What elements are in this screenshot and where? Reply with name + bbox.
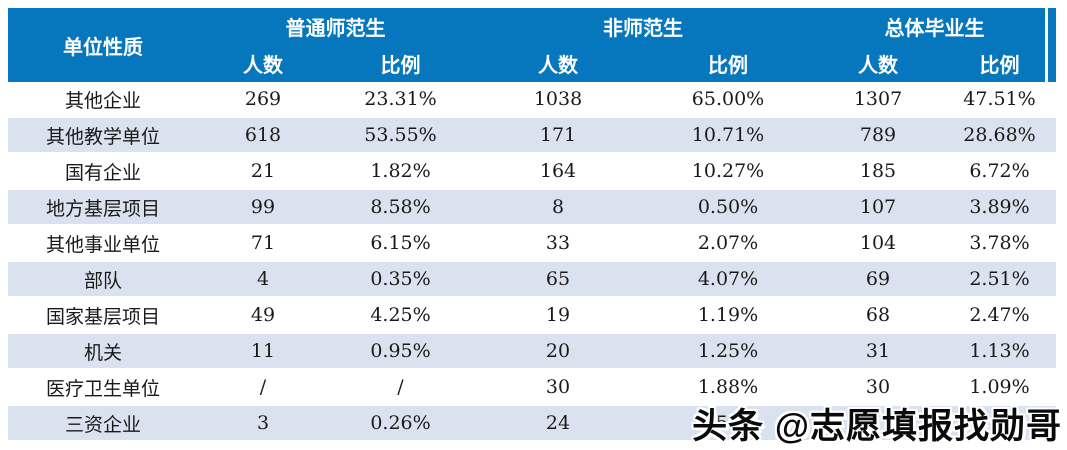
cell-value: 6.15% (328, 226, 473, 262)
cell-value: 1.50% (643, 406, 813, 442)
cell-value: 1307 (813, 82, 943, 118)
cell-value: 4 (198, 262, 328, 298)
cell-value: 28.68% (943, 118, 1056, 154)
cell-value: 2.07% (643, 226, 813, 262)
table-row: 三资企业 3 0.26% 24 1.50% (8, 406, 1056, 442)
row-label: 国家基层项目 (8, 298, 198, 334)
cell-value: 269 (198, 82, 328, 118)
cell-value: 1.13% (943, 334, 1056, 370)
group-header-row: 单位性质 普通师范生 非师范生 总体毕业生 (8, 8, 1056, 82)
table-row: 国有企业 21 1.82% 164 10.27% 185 6.72% (8, 154, 1056, 190)
cell-value: 185 (813, 154, 943, 190)
cell-value: 21 (198, 154, 328, 190)
cell-value: 10.71% (643, 118, 813, 154)
cell-value: 4.07% (643, 262, 813, 298)
cell-value: 11 (198, 334, 328, 370)
row-label: 机关 (8, 334, 198, 370)
cell-value: 3.78% (943, 226, 1056, 262)
cell-value: 104 (813, 226, 943, 262)
table-row: 地方基层项目 99 8.58% 8 0.50% 107 3.89% (8, 190, 1056, 226)
group-header-total-graduates: 总体毕业生 (813, 8, 1056, 45)
cell-value: 99 (198, 190, 328, 226)
cell-value: 2.47% (943, 298, 1056, 334)
cell-value: 6.72% (943, 154, 1056, 190)
cell-value: 8.58% (328, 190, 473, 226)
cell-value: / (328, 370, 473, 406)
table-row: 国家基层项目 49 4.25% 19 1.19% 68 2.47% (8, 298, 1056, 334)
cell-value: 33 (473, 226, 643, 262)
cell-value: 65.00% (643, 82, 813, 118)
cell-value (943, 406, 1056, 442)
row-label: 地方基层项目 (8, 190, 198, 226)
cell-value: 53.55% (328, 118, 473, 154)
cell-value: 30 (473, 370, 643, 406)
cell-value: 1.19% (643, 298, 813, 334)
row-label: 部队 (8, 262, 198, 298)
cell-value: 24 (473, 406, 643, 442)
cell-value: 23.31% (328, 82, 473, 118)
cell-value: 10.27% (643, 154, 813, 190)
cell-value: 171 (473, 118, 643, 154)
subheader-count-non-normal: 人数 (473, 45, 643, 82)
table-row: 其他企业 269 23.31% 1038 65.00% 1307 47.51% (8, 82, 1056, 118)
row-label: 其他教学单位 (8, 118, 198, 154)
cell-value (813, 406, 943, 442)
table-row: 其他事业单位 71 6.15% 33 2.07% 104 3.78% (8, 226, 1056, 262)
cell-value: 47.51% (943, 82, 1056, 118)
cell-value: 164 (473, 154, 643, 190)
employment-unit-table: 单位性质 普通师范生 非师范生 总体毕业生 人数 比例 人数 比例 人数 比例 … (8, 8, 1056, 442)
cell-value: 3 (198, 406, 328, 442)
table-row: 其他教学单位 618 53.55% 171 10.71% 789 28.68% (8, 118, 1056, 154)
subheader-ratio-non-normal: 比例 (643, 45, 813, 82)
row-label: 其他企业 (8, 82, 198, 118)
watermark: 头条 @志愿填报找勋哥 (692, 407, 1062, 446)
cell-value: 789 (813, 118, 943, 154)
row-label: 国有企业 (8, 154, 198, 190)
table-row: 机关 11 0.95% 20 1.25% 31 1.13% (8, 334, 1056, 370)
cell-value: 65 (473, 262, 643, 298)
cell-value: 3.89% (943, 190, 1056, 226)
cell-value: 31 (813, 334, 943, 370)
table-body: 其他企业 269 23.31% 1038 65.00% 1307 47.51% … (8, 82, 1056, 442)
sub-header-row: 人数 比例 人数 比例 人数 比例 (8, 45, 1056, 82)
row-label: 三资企业 (8, 406, 198, 442)
cell-value: 69 (813, 262, 943, 298)
subheader-count-normal: 人数 (198, 45, 328, 82)
subheader-ratio-total: 比例 (943, 45, 1056, 82)
cell-value: 19 (473, 298, 643, 334)
subheader-count-total: 人数 (813, 45, 943, 82)
cell-value: 0.95% (328, 334, 473, 370)
cell-value: 20 (473, 334, 643, 370)
group-header-non-normal-students: 非师范生 (473, 8, 813, 45)
cell-value: 1.25% (643, 334, 813, 370)
cell-value: 4.25% (328, 298, 473, 334)
cell-value: 0.50% (643, 190, 813, 226)
header-column-divider (1045, 8, 1048, 82)
cell-value: 1.88% (643, 370, 813, 406)
cell-value: 30 (813, 370, 943, 406)
cell-value: 1.82% (328, 154, 473, 190)
group-header-normal-students: 普通师范生 (198, 8, 473, 45)
cell-value: 2.51% (943, 262, 1056, 298)
table-row: 部队 4 0.35% 65 4.07% 69 2.51% (8, 262, 1056, 298)
table-header: 单位性质 普通师范生 非师范生 总体毕业生 人数 比例 人数 比例 人数 比例 (8, 8, 1056, 82)
cell-value: 71 (198, 226, 328, 262)
cell-value: 0.35% (328, 262, 473, 298)
row-label: 其他事业单位 (8, 226, 198, 262)
cell-value: 1038 (473, 82, 643, 118)
subheader-ratio-normal: 比例 (328, 45, 473, 82)
cell-value: 8 (473, 190, 643, 226)
cell-value: 1.09% (943, 370, 1056, 406)
corner-header-unit-nature: 单位性质 (8, 8, 198, 82)
cell-value: 107 (813, 190, 943, 226)
row-label: 医疗卫生单位 (8, 370, 198, 406)
cell-value: / (198, 370, 328, 406)
cell-value: 49 (198, 298, 328, 334)
cell-value: 68 (813, 298, 943, 334)
table-row: 医疗卫生单位 / / 30 1.88% 30 1.09% (8, 370, 1056, 406)
cell-value: 618 (198, 118, 328, 154)
cell-value: 0.26% (328, 406, 473, 442)
